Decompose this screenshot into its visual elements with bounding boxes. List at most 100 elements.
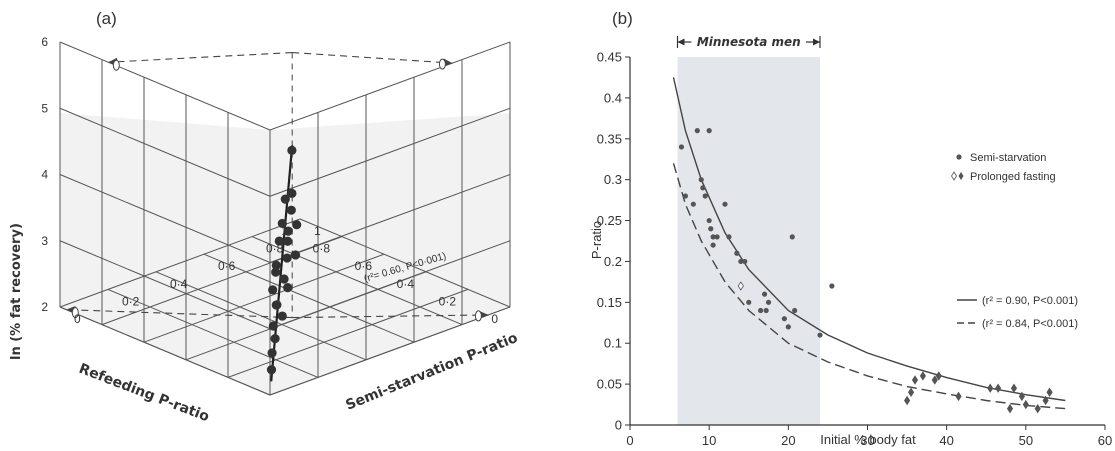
- data-point-3d: [279, 274, 289, 284]
- data-point-3d: [274, 236, 284, 246]
- legend-marker-fasting-hollow: [951, 171, 957, 181]
- data-point-3d: [280, 194, 290, 204]
- z-tick-label: 3: [41, 234, 48, 248]
- semi-starvation-point: [726, 234, 732, 240]
- y-tick-label-b: 0.05: [597, 377, 622, 392]
- prolonged-fasting-point: [737, 281, 744, 291]
- semi-starvation-point: [734, 250, 740, 256]
- legend-marker-semi-starvation: [956, 154, 962, 160]
- semi-starvation-point: [702, 193, 708, 199]
- data-point-3d: [277, 218, 287, 229]
- prolonged-fasting-point: [919, 371, 926, 381]
- minnesota-shaded-region: Minnesota men: [676, 35, 821, 425]
- projection-marker: [112, 59, 120, 71]
- z-tick-label: 2: [41, 300, 48, 314]
- prolonged-fasting-point: [1018, 391, 1025, 402]
- prolonged-fasting-point: [907, 387, 915, 398]
- data-point-3d: [266, 365, 277, 375]
- z-tick-label: 6: [41, 35, 48, 49]
- semi-starvation-point: [781, 316, 787, 322]
- semi-starvation-point: [785, 324, 791, 330]
- semi-starvation-point: [761, 291, 768, 297]
- x-tick-label-b: 20: [781, 433, 795, 448]
- legend-label-semi-starvation: Semi-starvation: [970, 152, 1046, 164]
- semi-starvation-point: [710, 242, 716, 248]
- z-axis-label: ln (% fat recovery): [9, 223, 24, 360]
- left-wall-grid-line: [59, 306, 271, 396]
- x-tick-label: 1: [281, 224, 288, 238]
- projection-line-top-right: [292, 52, 453, 64]
- projection-line-bottom-right: [292, 314, 489, 319]
- prolonged-fasting-point: [931, 375, 938, 385]
- y-tick-label: 0·6: [218, 259, 236, 273]
- data-point-3d: [283, 282, 293, 293]
- prolonged-fasting-point: [1022, 399, 1029, 410]
- floor-grid-line: [227, 288, 469, 378]
- data-point-3d: [268, 321, 278, 331]
- y-tick-label-b: 0.1: [604, 336, 622, 351]
- region-bracket-arrowhead: [813, 38, 820, 46]
- z-tick-label: 5: [41, 101, 48, 115]
- semi-starvation-point: [792, 307, 798, 314]
- prolonged-fasting-point: [904, 395, 911, 406]
- semi-starvation-point: [746, 299, 752, 305]
- z-tick-label: 4: [41, 168, 48, 182]
- semi-starvation-point: [706, 217, 712, 224]
- x-tick-label: 0·8: [313, 242, 331, 256]
- y-tick-label: 0·2: [122, 294, 140, 308]
- panel-b-axes: 0 0.05 0.1 0.15 0.2 0.25 0.3 0.35 0.4 0.45 0 10 20 30…: [597, 50, 1113, 449]
- x-axis-label-b: Initial % body fat: [820, 432, 916, 447]
- semi-starvation-point: [690, 201, 696, 207]
- y-tick-label-b: 0.25: [597, 213, 622, 228]
- semi-starvation-point: [714, 234, 720, 240]
- region-label: Minnesota men: [697, 35, 801, 49]
- semi-starvation-point: [742, 258, 748, 265]
- y-tick-label-b: 0.3: [604, 172, 622, 187]
- semi-starvation-point: [722, 201, 728, 207]
- right-wall-grid-line: [269, 41, 511, 131]
- panel-a-ticks: 2 3 4 5 6 0 0·2 0·4 0·6 0·8 1 0 0·2 0·4 0·6 0·8 1: [41, 35, 498, 326]
- prolonged-fasting-point: [955, 391, 962, 402]
- data-point-3d: [277, 311, 287, 321]
- right-wall-grid-line: [269, 174, 511, 263]
- semi-starvation-point: [758, 307, 764, 314]
- prolonged-fasting-point: [995, 383, 1002, 393]
- x-tick-label-b: 40: [939, 433, 953, 448]
- floor-grid-line: [299, 218, 511, 308]
- semi-starvation-point: [763, 307, 769, 314]
- semi-starvation-point: [710, 234, 716, 240]
- data-point-3d: [270, 333, 280, 344]
- projection-marker: [474, 310, 482, 322]
- x-tick-label-b: 50: [1019, 433, 1033, 448]
- semi-starvation-point: [682, 193, 689, 199]
- data-point-3d: [283, 236, 293, 246]
- projection-marker: [71, 307, 79, 319]
- semi-starvation-point: [789, 234, 795, 240]
- y-tick-label-b: 0.15: [597, 295, 622, 310]
- data-point-3d: [290, 250, 301, 260]
- y-tick-label: 0·8: [266, 242, 284, 256]
- panel-b-label: (b): [612, 9, 633, 28]
- region-bracket-arrowhead: [677, 38, 685, 46]
- prolonged-fasting-point: [1034, 403, 1041, 414]
- semi-starvation-point: [765, 299, 772, 305]
- y-tick-label: 1: [314, 224, 321, 238]
- semi-starvation-point: [817, 332, 823, 338]
- left-wall-grid-line: [59, 107, 271, 197]
- data-point-3d: [268, 285, 278, 295]
- y-tick-label: 0: [74, 312, 81, 326]
- x-tick-label-b: 0: [626, 433, 633, 448]
- right-wall-grid-line: [269, 306, 511, 396]
- panel-a-points: [266, 145, 302, 375]
- prolonged-fasting-point: [1010, 383, 1018, 393]
- x-tick-label-b: 30: [860, 433, 874, 448]
- data-point-3d: [267, 348, 277, 358]
- left-wall-grid-line: [59, 41, 271, 131]
- floor-grid-line: [107, 288, 319, 378]
- shaded-region: [677, 57, 820, 425]
- projection-lines: [66, 52, 489, 322]
- back-left-wall: [60, 113, 270, 395]
- fit-curve-dashed: [672, 163, 1066, 410]
- y-tick-label-b: 0.4: [604, 90, 622, 105]
- data-point-3d: [286, 205, 296, 215]
